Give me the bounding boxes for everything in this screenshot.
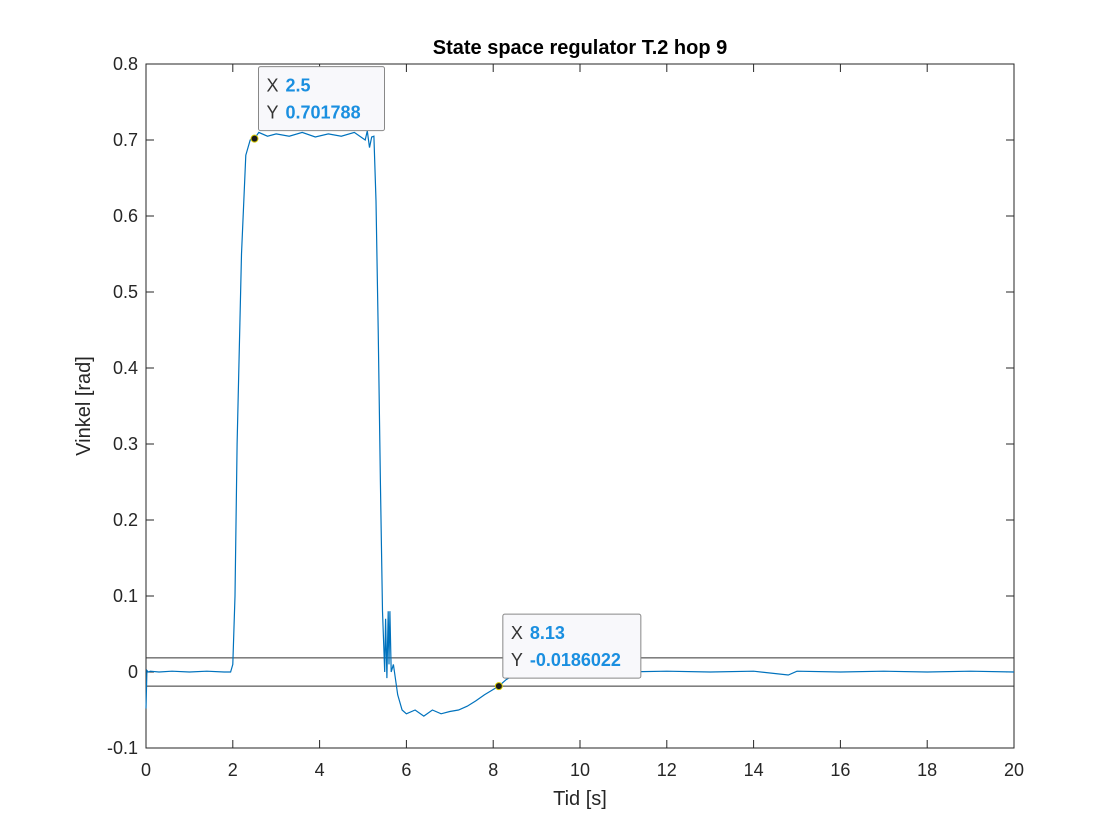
datatip-y-value: 0.701788 [286, 103, 361, 123]
y-tick-label: 0.8 [113, 54, 138, 74]
x-tick-label: 12 [657, 760, 677, 780]
datatip-marker[interactable] [494, 682, 503, 691]
x-tick-label: 16 [830, 760, 850, 780]
x-tick-label: 20 [1004, 760, 1024, 780]
y-tick-label: 0.1 [113, 586, 138, 606]
y-tick-label: 0.5 [113, 282, 138, 302]
chart-title: State space regulator T.2 hop 9 [433, 37, 728, 59]
y-tick-label: 0.3 [113, 434, 138, 454]
y-tick-label: 0.4 [113, 358, 138, 378]
x-tick-label: 4 [315, 760, 325, 780]
y-tick-label: 0 [128, 662, 138, 682]
y-axis-label: Vinkel [rad] [73, 356, 95, 456]
datatip-x-value: 8.13 [530, 623, 565, 643]
x-axis-label: Tid [s] [553, 788, 607, 810]
y-tick-label: 0.7 [113, 130, 138, 150]
x-tick-label: 14 [744, 760, 764, 780]
datatip-y-value: -0.0186022 [530, 650, 621, 670]
datatip-y-label: Y [511, 650, 523, 670]
datatip-x-label: X [511, 623, 523, 643]
datatip-marker[interactable] [250, 134, 259, 143]
datatip-y-label: Y [267, 103, 279, 123]
plot-area: 0 2 4 6 8 10 12 14 16 18 20-0.100.10.20.30.40.50.6… [107, 54, 1024, 780]
x-tick-label: 6 [401, 760, 411, 780]
datatip-x-label: X [267, 76, 279, 96]
x-tick-label: 8 [488, 760, 498, 780]
y-tick-label: -0.1 [107, 738, 138, 758]
x-tick-label: 2 [228, 760, 238, 780]
datatip-box[interactable] [258, 66, 385, 132]
datatip-x-value: 2.5 [286, 76, 311, 96]
x-tick-label: 18 [917, 760, 937, 780]
datatip-box[interactable] [502, 613, 642, 679]
x-tick-label: 0 [141, 760, 151, 780]
y-tick-label: 0.2 [113, 510, 138, 530]
y-tick-label: 0.6 [113, 206, 138, 226]
x-tick-label: 10 [570, 760, 590, 780]
